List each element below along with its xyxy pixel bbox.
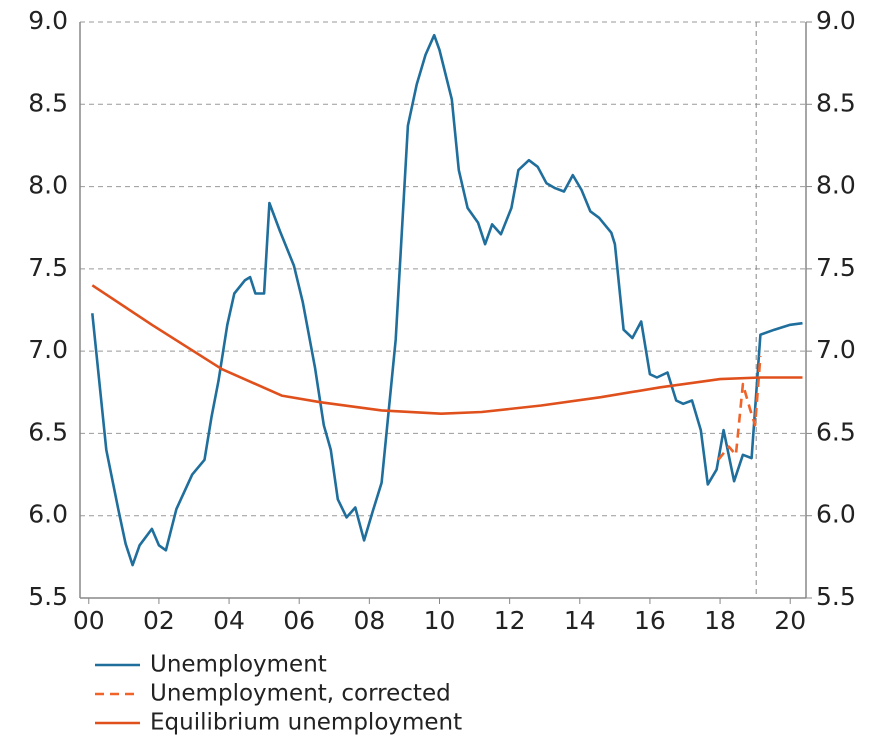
legend: Unemployment Unemployment, corrected Equil… (95, 652, 462, 736)
y2-tick-label: 5.5 (816, 582, 856, 611)
legend-label: Unemployment (150, 652, 327, 678)
x-tick-label: 16 (634, 606, 666, 635)
y-tick-label: 8.0 (28, 171, 68, 200)
x-tick-label: 04 (213, 606, 245, 635)
y-tick-label: 9.0 (28, 6, 68, 35)
y-tick-label: 7.0 (28, 335, 68, 364)
y-tick-label: 8.5 (28, 88, 68, 117)
x-tick-label: 08 (353, 606, 385, 635)
legend-label: Equilibrium unemployment (150, 710, 462, 736)
y2-tick-label: 7.0 (816, 335, 856, 364)
x-tick-label: 06 (283, 606, 315, 635)
y2-tick-label: 9.0 (816, 6, 856, 35)
series-line (91, 33, 803, 567)
series-line (91, 284, 803, 415)
x-tick-label: 14 (564, 606, 596, 635)
y-tick-label: 5.5 (28, 582, 68, 611)
y2-tick-label: 7.5 (816, 253, 856, 282)
y-tick-label: 6.0 (28, 500, 68, 529)
x-tick-label: 18 (704, 606, 736, 635)
x-tick-label: 20 (774, 606, 806, 635)
y2-tick-label: 6.5 (816, 417, 856, 446)
x-tick-label: 10 (424, 606, 456, 635)
y2-tick-label: 8.5 (816, 88, 856, 117)
y2-tick-label: 6.0 (816, 500, 856, 529)
x-tick-label: 00 (73, 606, 105, 635)
x-tick-label: 12 (494, 606, 526, 635)
series-line (717, 356, 762, 461)
y-tick-label: 6.5 (28, 417, 68, 446)
y2-tick-label: 8.0 (816, 171, 856, 200)
y-tick-label: 7.5 (28, 253, 68, 282)
x-tick-label: 02 (143, 606, 175, 635)
legend-label: Unemployment, corrected (150, 681, 451, 707)
